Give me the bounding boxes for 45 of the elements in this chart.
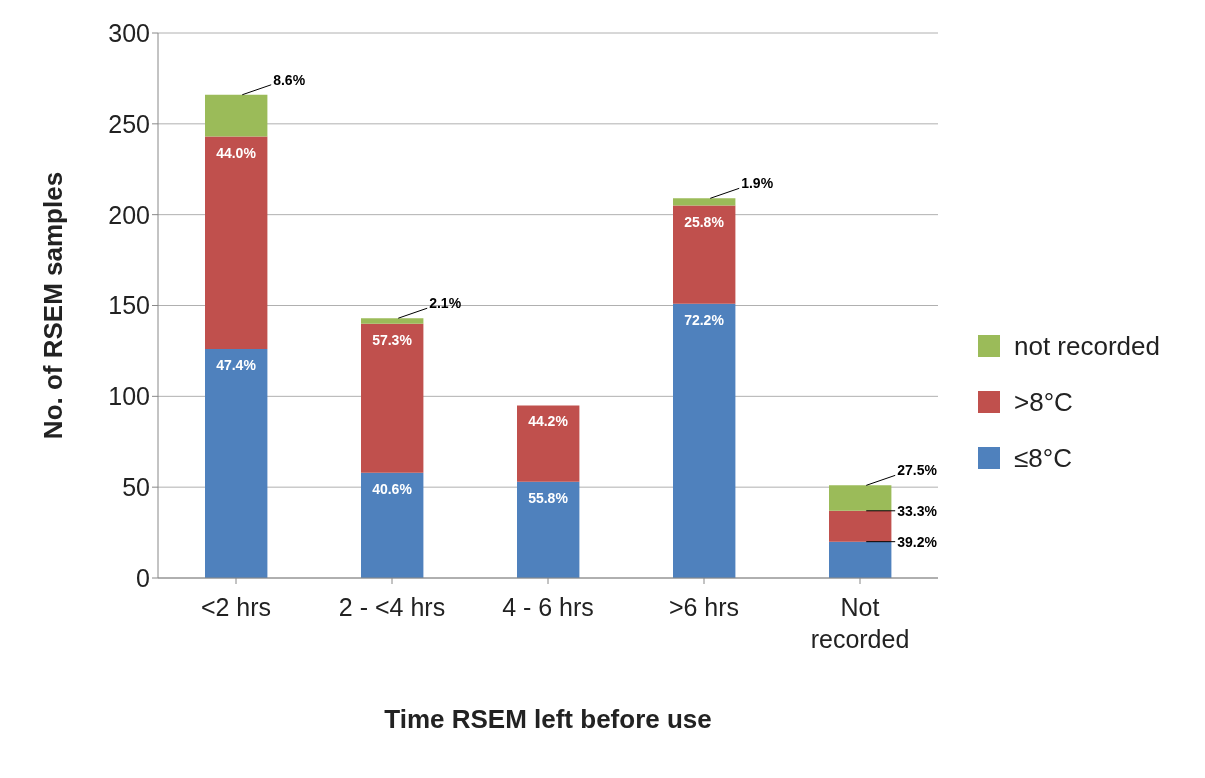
annotation: 1.9% <box>741 175 774 192</box>
bar <box>361 323 424 473</box>
bar <box>673 303 736 578</box>
bar <box>673 205 736 304</box>
annotation: 2.1% <box>429 295 462 312</box>
y-tick-label: 50 <box>122 473 150 502</box>
bar <box>517 481 580 578</box>
x-tick-label: Not recorded <box>810 593 910 653</box>
bar <box>205 349 268 578</box>
y-tick-label: 250 <box>108 109 150 138</box>
y-axis-title: No. of RSEM samples <box>38 171 69 440</box>
annotation: 8.6% <box>273 71 306 88</box>
annotation: 39.2% <box>897 533 938 550</box>
bar <box>829 510 892 542</box>
y-tick-label: 100 <box>108 382 150 411</box>
x-tick-label: 4 - 6 hrs <box>502 593 594 621</box>
x-tick-label: 2 - <4 hrs <box>338 593 446 621</box>
annotation: 47.4% <box>216 357 257 374</box>
legend-label: >8°C <box>1014 386 1073 418</box>
annotation: 57.3% <box>372 331 413 348</box>
annotation: 44.0% <box>216 144 257 161</box>
annotation: 25.8% <box>684 213 725 230</box>
x-tick-label: >6 hrs <box>668 593 740 621</box>
bar <box>205 94 268 137</box>
x-axis-title: Time RSEM left before use <box>384 704 712 734</box>
bar <box>361 472 424 578</box>
bar <box>673 198 736 206</box>
annotation: 55.8% <box>528 489 569 506</box>
y-tick-label: 300 <box>108 18 150 47</box>
bar <box>829 541 892 578</box>
annotation: 33.3% <box>897 502 938 519</box>
annotation: 44.2% <box>528 413 569 430</box>
y-tick-label: 150 <box>108 291 150 320</box>
bar <box>361 318 424 324</box>
bar <box>205 136 268 350</box>
y-tick-label: 0 <box>136 563 150 592</box>
x-tick-label: <2 hrs <box>200 593 272 621</box>
legend-label: not recorded <box>1014 330 1160 362</box>
legend-label: ≤8°C <box>1014 442 1072 474</box>
annotation: 27.5% <box>897 462 938 479</box>
annotation: 72.2% <box>684 311 725 328</box>
bar <box>517 405 580 482</box>
annotation: 40.6% <box>372 480 413 497</box>
y-tick-label: 200 <box>108 200 150 229</box>
bar <box>829 485 892 511</box>
